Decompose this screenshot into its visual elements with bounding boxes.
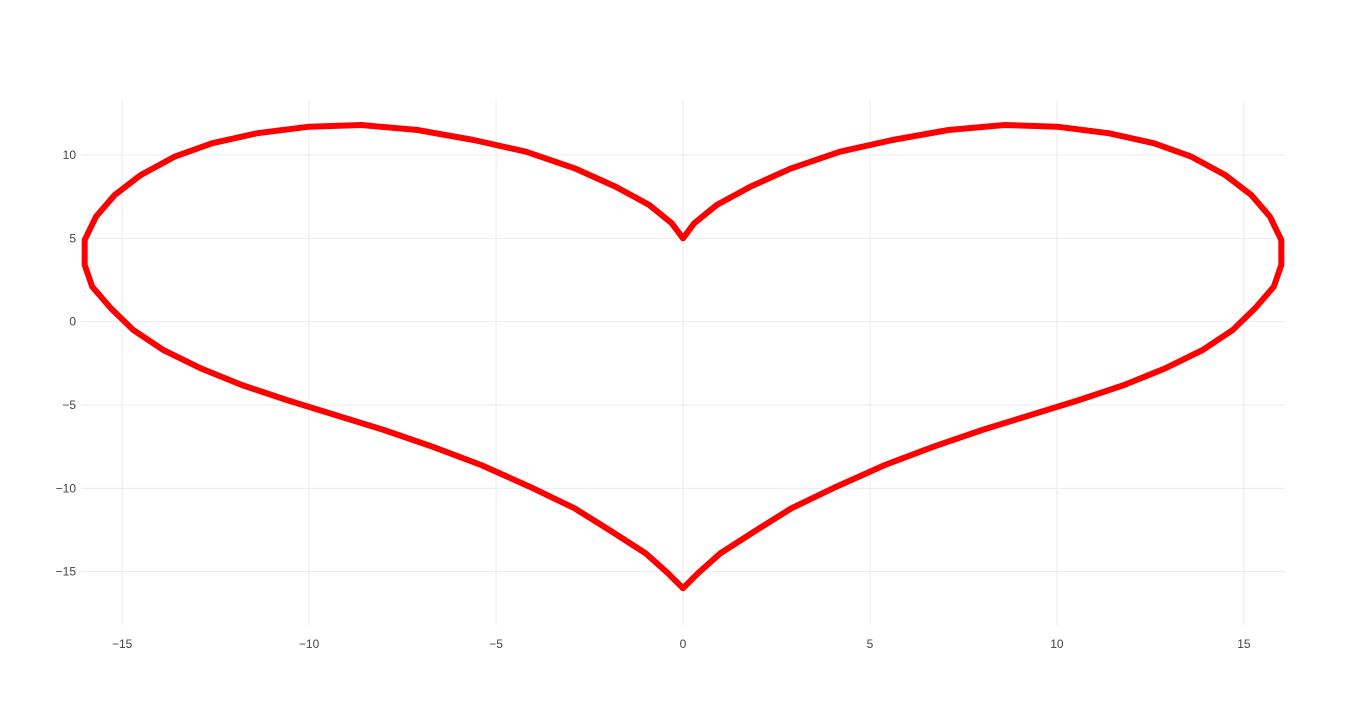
x-tick-label: 10 bbox=[1050, 637, 1064, 651]
series-layer bbox=[81, 122, 1285, 592]
heart-series-line bbox=[81, 122, 1285, 592]
x-tick-label: 15 bbox=[1237, 637, 1251, 651]
y-tick-label: 5 bbox=[69, 231, 76, 245]
x-tick-label: −5 bbox=[489, 637, 503, 651]
grid-layer bbox=[81, 100, 1285, 625]
x-tick-label: −10 bbox=[299, 637, 320, 651]
x-tick-label: −15 bbox=[112, 637, 133, 651]
y-tick-label: 10 bbox=[63, 148, 77, 162]
tick-label-layer: −15 −10 −5 0 5 10 15 10 5 0 −5 −10 −15 bbox=[56, 148, 1251, 651]
y-tick-label: −15 bbox=[56, 565, 77, 579]
x-tick-label: 0 bbox=[680, 637, 687, 651]
y-tick-label: −5 bbox=[62, 398, 76, 412]
y-tick-label: 0 bbox=[69, 315, 76, 329]
y-tick-label: −10 bbox=[56, 481, 77, 495]
x-tick-label: 5 bbox=[867, 637, 874, 651]
